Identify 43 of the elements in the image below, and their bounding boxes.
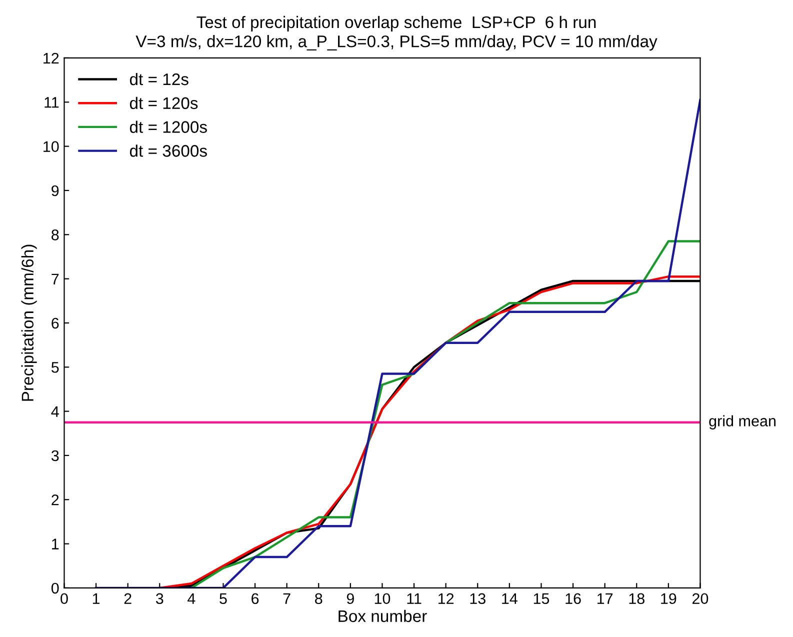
x-tick-label: 17	[597, 593, 613, 604]
x-tick-label: 2	[124, 593, 132, 604]
x-tick-label: 8	[315, 593, 322, 604]
x-tick-label: 1	[92, 593, 100, 604]
y-tick-label: 9	[52, 185, 59, 196]
x-tick-label: 5	[220, 593, 227, 604]
legend-label: dt = 1200s	[130, 120, 207, 133]
x-tick-label: 3	[156, 593, 164, 604]
chart-subtitle: V=3 m/s, dx=120 km, a_P_LS=0.3, PLS=5 mm/day, PCV = 10 mm/day	[136, 35, 658, 51]
y-tick-label: 11	[44, 97, 59, 108]
x-tick-label: 7	[283, 593, 290, 604]
x-tick-label: 19	[661, 593, 676, 604]
x-axis-title: Box number	[338, 610, 427, 622]
x-tick-label: 4	[188, 593, 196, 604]
legend-label: dt = 3600s	[130, 144, 207, 157]
x-tick-label: 18	[629, 593, 644, 604]
y-tick-label: 0	[51, 582, 59, 594]
chart-title: Test of precipitation overlap scheme LSP+CP 6 h run	[196, 16, 596, 32]
y-tick-label: 5	[51, 362, 59, 373]
x-tick-label: 0	[60, 593, 68, 604]
y-tick-label: 8	[52, 229, 59, 240]
y-tick-label: 7	[52, 274, 59, 284]
y-axis-title: Precipitation (mm/6h)	[21, 244, 37, 401]
x-tick-label: 11	[407, 593, 422, 604]
y-tick-label: 12	[44, 52, 59, 64]
y-tick-label: 6	[52, 318, 59, 329]
y-tick-label: 3	[51, 450, 59, 462]
y-tick-label: 10	[44, 141, 59, 152]
x-tick-label: 16	[566, 593, 581, 604]
x-tick-label: 9	[346, 593, 354, 604]
legend-label: dt = 12s	[130, 72, 188, 86]
x-tick-label: 12	[438, 593, 454, 604]
x-tick-label: 20	[692, 593, 708, 604]
x-tick-label: 6	[252, 593, 259, 604]
y-tick-label: 1	[52, 538, 59, 550]
legend-label: dt = 120s	[130, 96, 198, 110]
x-tick-label: 13	[470, 593, 486, 604]
ref-line-label: grid mean	[709, 415, 776, 430]
x-tick-label: 10	[374, 593, 390, 604]
x-tick-label: 15	[534, 593, 550, 604]
y-tick-label: 2	[52, 494, 59, 506]
y-tick-label: 4	[51, 406, 59, 417]
x-tick-label: 14	[502, 593, 518, 604]
